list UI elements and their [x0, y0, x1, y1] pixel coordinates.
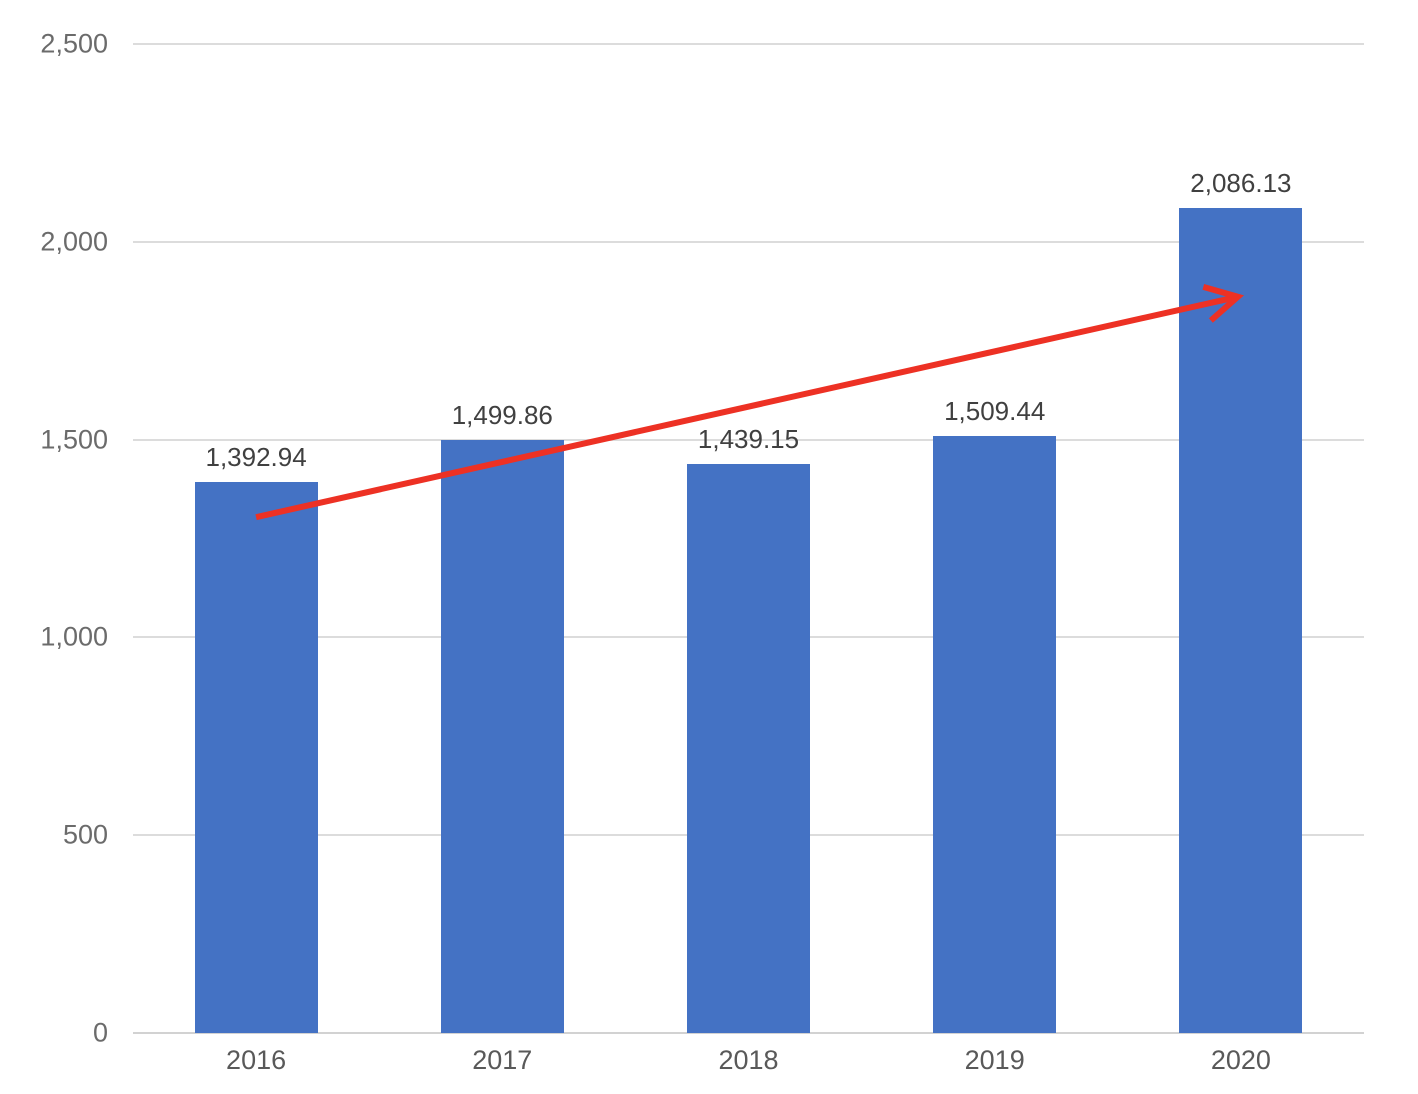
- bar-2020: [1179, 207, 1303, 1033]
- bar-value-label: 1,392.94: [205, 441, 307, 472]
- x-axis-label: 2016: [226, 1045, 287, 1075]
- gridline: [133, 240, 1364, 243]
- x-axis-line: [133, 1032, 1364, 1034]
- bar-2019: [933, 435, 1057, 1033]
- y-axis-tick-label: 500: [62, 819, 108, 850]
- y-axis-tick-label: 1,500: [40, 424, 108, 455]
- x-axis-label: 2019: [964, 1045, 1025, 1075]
- y-axis-tick-label: 1,000: [40, 621, 108, 652]
- gridline: [133, 43, 1364, 45]
- bar-value-label: 2,086.13: [1190, 167, 1292, 198]
- bar-2016: [194, 481, 318, 1033]
- y-axis-tick-label: 0: [92, 1017, 108, 1048]
- bar-2018: [687, 463, 810, 1033]
- bar-value-label: 1,509.44: [944, 395, 1046, 426]
- x-axis-label: 2020: [1210, 1045, 1271, 1075]
- bar-2017: [440, 439, 564, 1033]
- y-axis-tick-label: 2,500: [40, 28, 108, 59]
- bar-value-label: 1,499.86: [451, 399, 553, 430]
- bar-value-label: 1,439.15: [697, 423, 800, 454]
- y-axis-tick-label: 2,000: [40, 226, 108, 257]
- x-axis-label: 2018: [718, 1045, 779, 1075]
- x-axis-label: 2017: [472, 1045, 533, 1075]
